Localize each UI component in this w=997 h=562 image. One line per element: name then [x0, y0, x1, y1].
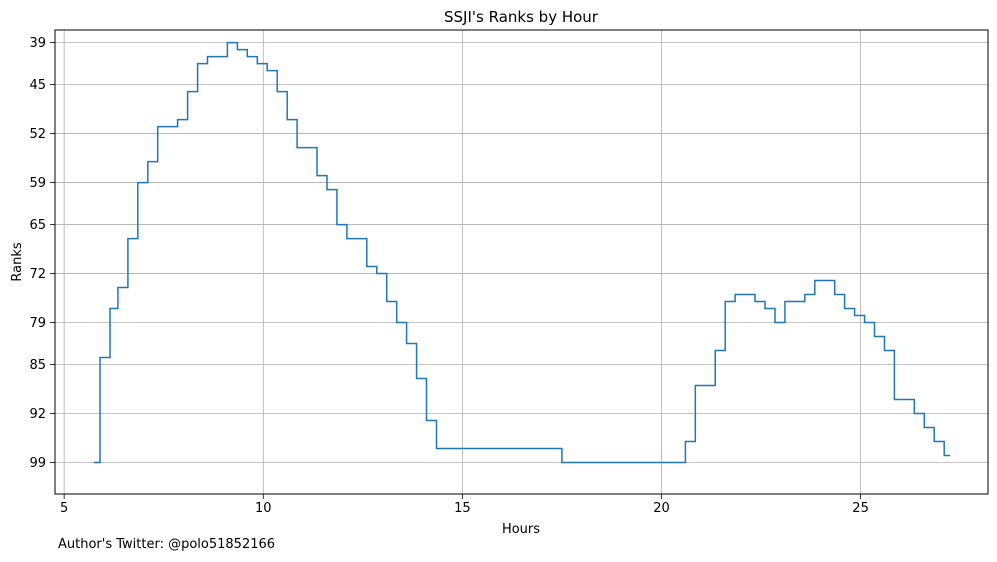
x-axis-ticks: 5 10 15 20 25 [60, 494, 869, 516]
y-tick-label: 92 [29, 407, 46, 422]
y-tick-label: 72 [29, 267, 46, 282]
author-credit: Author's Twitter: @polo51852166 [58, 537, 276, 552]
y-tick-label: 59 [29, 176, 46, 191]
x-tick-label: 10 [255, 501, 272, 516]
y-tick-label: 52 [29, 127, 46, 142]
x-tick-label: 15 [454, 501, 471, 516]
x-tick-label: 20 [653, 501, 670, 516]
x-tick-label: 5 [60, 501, 68, 516]
y-tick-label: 39 [29, 36, 46, 51]
y-tick-label: 65 [29, 218, 46, 233]
chart-title: SSJI's Ranks by Hour [444, 8, 599, 26]
y-tick-label: 99 [29, 456, 46, 471]
x-tick-label: 25 [852, 501, 869, 516]
plot-frame [54, 29, 989, 495]
y-axis-label: Ranks [10, 242, 25, 281]
x-axis-label: Hours [502, 522, 540, 537]
rank-step-line [94, 41, 951, 464]
y-tick-label: 85 [29, 358, 46, 373]
y-tick-label: 79 [29, 316, 46, 331]
y-axis-ticks: 39 45 52 59 65 72 79 85 92 99 [29, 36, 55, 471]
y-tick-label: 45 [29, 78, 46, 93]
series-group [94, 41, 951, 464]
grid-lines [55, 30, 988, 494]
